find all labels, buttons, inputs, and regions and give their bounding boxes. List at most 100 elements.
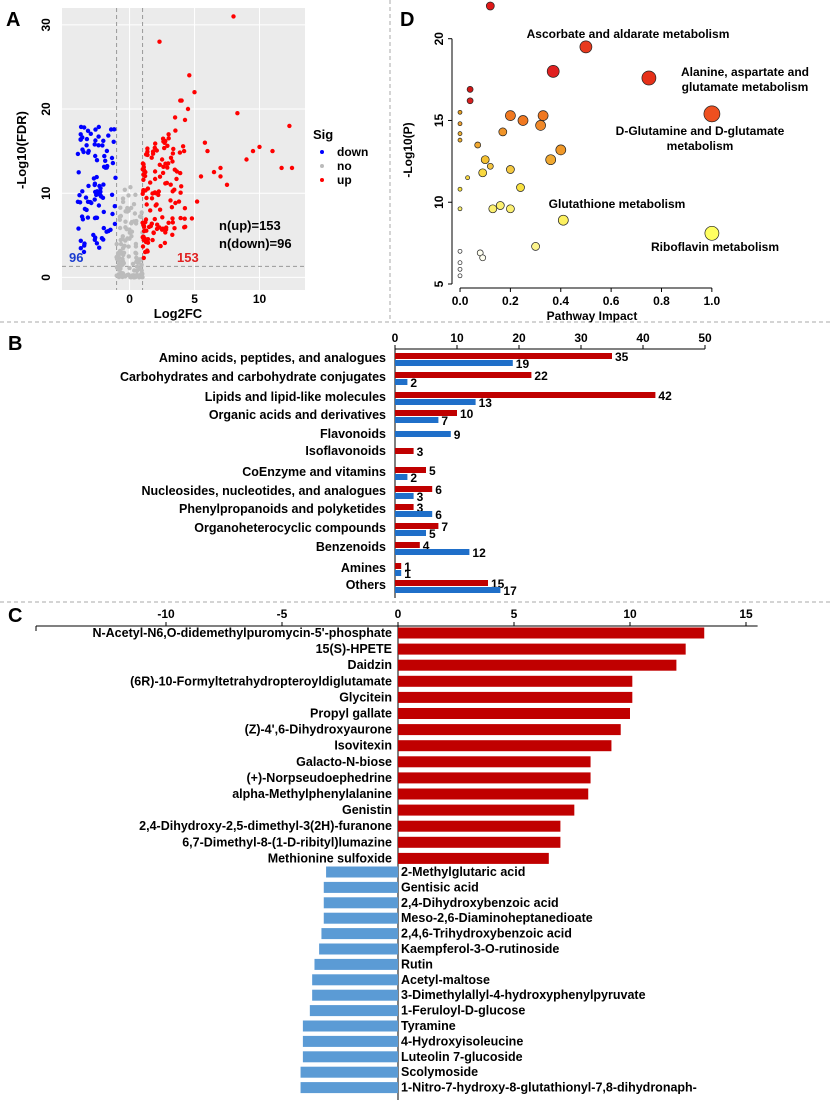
volcano-point-down: [93, 127, 98, 132]
volcano-point-up: [145, 146, 150, 151]
class-xtick: 30: [574, 331, 588, 345]
volcano-point-up: [178, 215, 183, 221]
pathway-label-riboflavin: Riboflavin metabolism: [651, 240, 779, 254]
fc-label-down: Rutin: [401, 957, 433, 971]
class-bar-up: [395, 504, 414, 510]
volcano-point-up: [144, 238, 149, 244]
volcano-point-down: [85, 215, 91, 220]
fc-bar-up: [398, 820, 561, 832]
class-bar-down: [395, 570, 402, 576]
volcano-point-up: [173, 200, 178, 206]
volcano-point-no: [133, 192, 138, 197]
fc-label-up: 15(S)-HPETE: [316, 642, 392, 656]
volcano-point-up: [162, 145, 167, 151]
volcano-point-down: [106, 133, 111, 138]
class-bar-up-label: 1: [404, 560, 411, 574]
pathway-point: [486, 162, 494, 170]
volcano-point-no: [140, 275, 145, 280]
class-category-label: Phenylpropanoids and polyketides: [179, 502, 386, 516]
fc-bar-down: [314, 958, 398, 970]
volcano-point-no: [118, 241, 124, 247]
pathway-point: [531, 242, 540, 251]
volcano-point-no: [139, 268, 144, 273]
fc-label-up: 6,7-Dimethyl-8-(1-D-ribityl)lumazine: [182, 835, 392, 849]
fc-bar-down: [309, 1005, 398, 1017]
volcano-ylabel: -Log10(FDR): [14, 111, 29, 189]
volcano-point-up: [173, 128, 178, 133]
volcano-point-down: [96, 143, 101, 148]
volcano-point-up: [141, 228, 147, 234]
volcano-point-no: [127, 236, 132, 241]
volcano-point-up: [205, 148, 210, 154]
volcano-point-no: [126, 244, 131, 249]
volcano-xlabel: Log2FC: [154, 306, 203, 321]
panel-label-b: B: [8, 333, 22, 355]
pathway-point: [457, 121, 463, 127]
fc-bar-up: [398, 627, 705, 639]
pathway-point: [703, 105, 721, 123]
class-bar-up: [395, 410, 457, 416]
volcano-point-down: [112, 221, 118, 227]
fc-bar-up: [398, 724, 621, 736]
volcano-xtick: 10: [253, 292, 267, 306]
fc-xtick: 10: [623, 607, 637, 621]
volcano-point-down: [99, 236, 105, 241]
volcano-point-up: [157, 39, 162, 44]
volcano-point-up: [141, 255, 146, 261]
volcano-point-no: [128, 185, 133, 190]
volcano-ytick: 20: [39, 102, 53, 116]
pathway-point: [557, 214, 569, 226]
volcano-point-up: [235, 111, 240, 116]
pathway-point: [488, 204, 498, 214]
volcano-point-down: [84, 136, 90, 142]
fc-bar-down: [321, 928, 398, 940]
fc-label-up: Methionine sulfoxide: [268, 851, 392, 865]
class-category-label: Isoflavonoids: [305, 444, 386, 458]
class-bar-down: [395, 530, 426, 536]
pathway-ytick: 10: [432, 195, 446, 209]
volcano-point-down: [80, 135, 85, 140]
volcano-point-down: [95, 189, 100, 194]
volcano-point-up: [176, 199, 182, 204]
class-xtick: 0: [392, 331, 399, 345]
class-xtick: 20: [512, 331, 526, 345]
class-category-label: Nucleosides, nucleotides, and analogues: [141, 484, 386, 498]
fc-bar-down: [302, 1020, 398, 1032]
volcano-point-down: [84, 143, 89, 148]
volcano-point-up: [172, 115, 178, 120]
fc-label-down: Scolymoside: [401, 1065, 478, 1079]
volcano-point-down: [85, 128, 91, 133]
volcano-point-up: [154, 226, 160, 232]
volcano-point-up: [182, 117, 188, 123]
fc-label-down: Luteolin 7-glucoside: [401, 1050, 523, 1064]
legend-down-marker: [320, 150, 324, 154]
volcano-point-no: [118, 213, 124, 219]
volcano-point-no: [134, 259, 139, 264]
volcano-point-up: [153, 141, 158, 146]
class-bar-up: [395, 563, 402, 569]
volcano-point-down: [92, 197, 97, 202]
class-bar-down-label: 12: [472, 546, 486, 560]
class-bar-up: [395, 467, 426, 473]
volcano-n-up: n(up)=153: [219, 218, 281, 233]
volcano-point-up: [148, 223, 153, 229]
volcano-point-no: [122, 243, 127, 248]
volcano-point-no: [118, 205, 123, 210]
volcano-point-down: [103, 158, 108, 163]
volcano-point-up: [154, 148, 159, 153]
fc-label-up: Genistin: [342, 803, 392, 817]
class-xtick: 50: [698, 331, 712, 345]
volcano-point-down: [77, 200, 83, 205]
volcano-point-up: [178, 98, 183, 103]
volcano-point-down: [76, 226, 81, 231]
volcano-point-up: [168, 155, 174, 160]
volcano-point-no: [117, 217, 123, 222]
pathway-point: [506, 204, 515, 214]
class-bar-up-label: 35: [615, 350, 629, 364]
volcano-point-up: [279, 165, 284, 171]
volcano-point-no: [134, 272, 140, 277]
class-bar-up: [395, 580, 488, 586]
volcano-point-no: [122, 187, 128, 192]
volcano-point-up: [170, 216, 175, 221]
volcano-point-up: [145, 249, 150, 254]
